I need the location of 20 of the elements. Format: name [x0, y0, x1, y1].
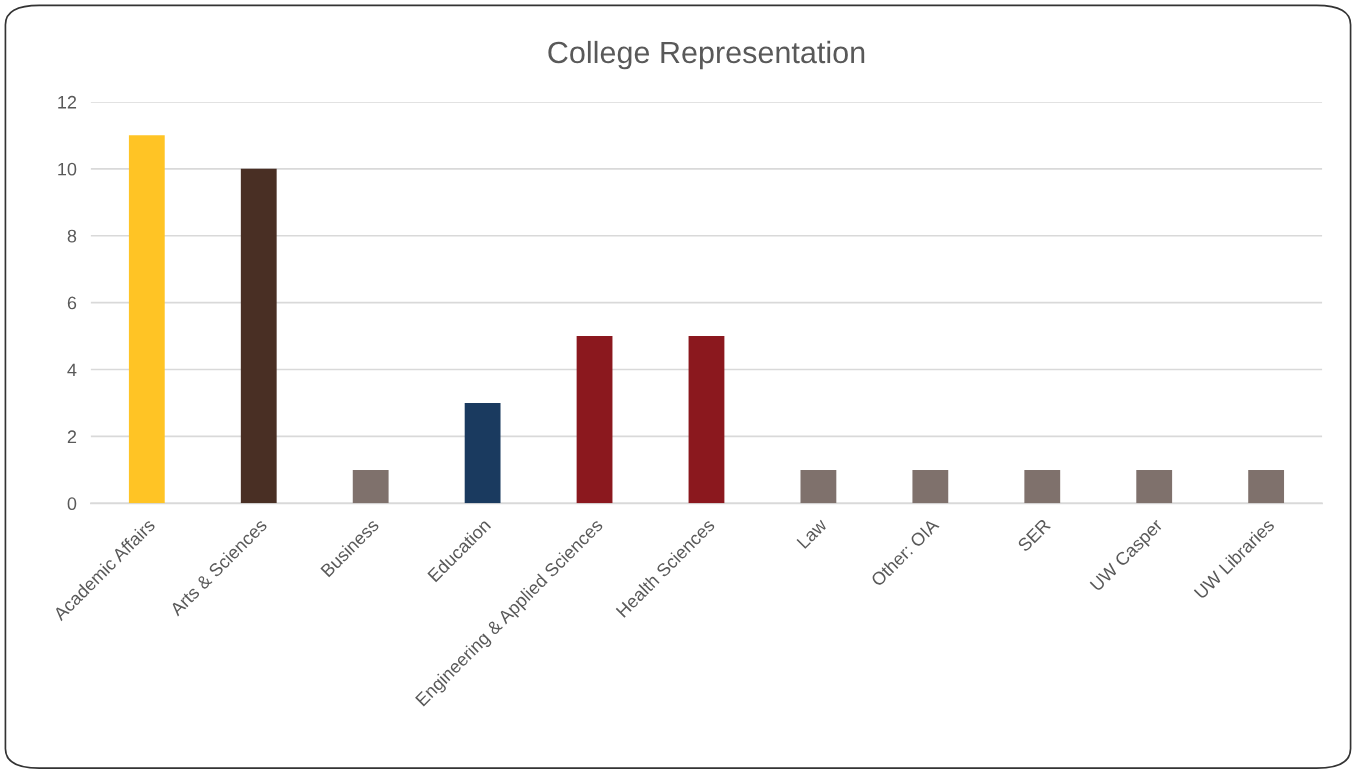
bar	[464, 402, 501, 504]
bar	[912, 469, 949, 504]
y-tick-label: 4	[67, 363, 77, 377]
y-tick-label: 10	[58, 162, 77, 176]
y-tick-label: 12	[58, 95, 77, 109]
y-tick-label: 6	[67, 296, 77, 310]
y-tick-label: 0	[67, 497, 77, 511]
bar	[1024, 469, 1061, 504]
y-tick-label: 2	[67, 430, 77, 443]
chart-title: College Representation	[548, 40, 865, 70]
bar	[800, 469, 837, 504]
bar	[128, 135, 165, 504]
bar	[576, 336, 613, 504]
x-tick-label: Law	[796, 517, 828, 549]
bar	[1248, 469, 1285, 504]
bar	[688, 336, 725, 504]
bar	[352, 469, 389, 504]
bar	[1136, 469, 1173, 504]
y-tick-label: 8	[67, 229, 77, 243]
bar	[240, 168, 277, 504]
